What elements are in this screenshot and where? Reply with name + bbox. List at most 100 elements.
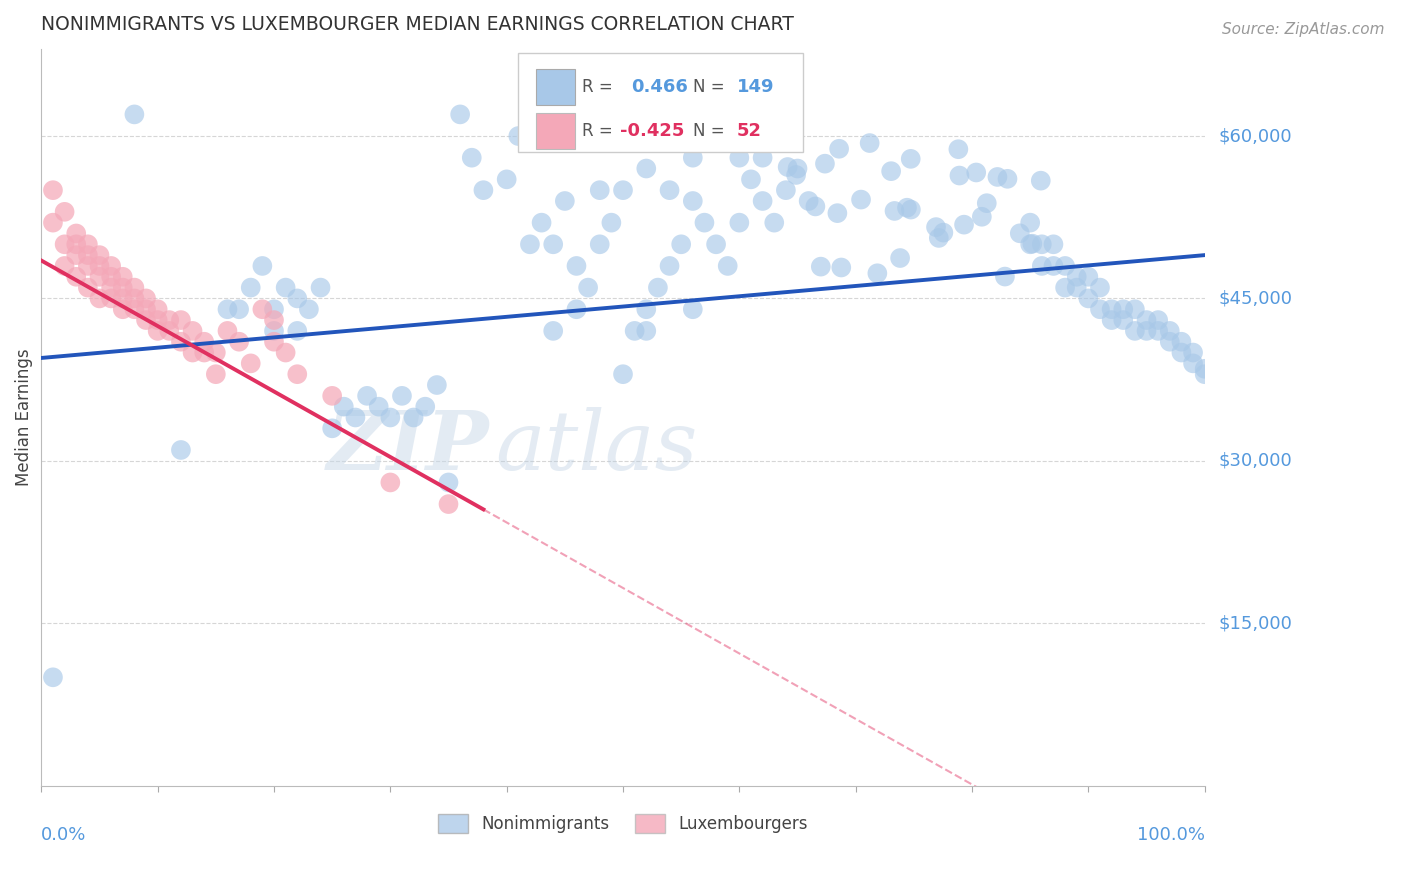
Point (866, 266, 889, 280)
Point (76, 248, 98, 262)
Point (600, 216, 623, 230)
Point (1182, 345, 1205, 359)
Point (124, 292, 146, 306)
Point (1088, 280, 1111, 294)
Point (775, 183, 797, 197)
Point (263, 302, 285, 317)
Point (170, 313, 193, 327)
Text: 100.0%: 100.0% (1136, 826, 1205, 844)
Point (53, 259, 76, 273)
Text: R =: R = (582, 78, 613, 95)
Point (658, 259, 681, 273)
Point (367, 400, 389, 414)
Text: ZIP: ZIP (326, 407, 489, 487)
Point (830, 260, 852, 275)
Point (413, 400, 436, 414)
Point (285, 368, 308, 382)
Point (693, 216, 716, 230)
Point (217, 324, 239, 338)
Point (1147, 324, 1170, 338)
Point (1182, 356, 1205, 370)
Point (89, 259, 111, 273)
Point (89, 292, 111, 306)
Point (1147, 313, 1170, 327)
Point (205, 368, 228, 382)
Point (889, 251, 911, 265)
Text: R =: R = (582, 122, 613, 140)
Point (925, 220, 948, 235)
Point (263, 324, 285, 338)
Point (53, 237, 76, 252)
Point (900, 152, 922, 166)
Point (42, 670, 65, 684)
Point (65, 269, 87, 284)
Point (157, 324, 180, 338)
Point (135, 292, 157, 306)
Point (100, 269, 122, 284)
Point (181, 324, 204, 338)
Point (1029, 174, 1052, 188)
Point (565, 302, 588, 317)
Text: $30,000: $30,000 (1219, 451, 1292, 470)
Point (763, 216, 786, 230)
Point (636, 161, 658, 176)
Point (530, 216, 553, 230)
Point (740, 172, 762, 186)
Point (814, 156, 837, 170)
Text: 149: 149 (737, 78, 775, 95)
Point (344, 410, 367, 425)
Point (472, 183, 495, 197)
Point (658, 183, 681, 197)
Point (565, 259, 588, 273)
Point (953, 218, 976, 232)
Text: $45,000: $45,000 (1219, 289, 1292, 308)
Point (65, 237, 87, 252)
Point (797, 194, 820, 208)
Point (717, 259, 740, 273)
Point (111, 302, 134, 317)
FancyBboxPatch shape (536, 69, 575, 104)
Text: $15,000: $15,000 (1219, 615, 1292, 632)
Point (111, 280, 134, 294)
Text: $60,000: $60,000 (1219, 127, 1292, 145)
Point (896, 201, 918, 215)
Point (828, 142, 851, 156)
Point (437, 497, 460, 511)
Point (541, 237, 564, 252)
Point (285, 292, 308, 306)
Point (437, 475, 460, 490)
Point (1159, 334, 1181, 349)
Point (1054, 259, 1077, 273)
Point (612, 368, 634, 382)
Point (612, 183, 634, 197)
Point (1112, 313, 1135, 327)
Point (682, 151, 704, 165)
Point (76, 237, 98, 252)
Point (785, 168, 807, 182)
Text: N =: N = (693, 122, 724, 140)
Legend: Nonimmigrants, Luxembourgers: Nonimmigrants, Luxembourgers (432, 808, 814, 839)
Point (205, 345, 228, 359)
Point (100, 280, 122, 294)
Text: Source: ZipAtlas.com: Source: ZipAtlas.com (1222, 22, 1385, 37)
Point (285, 324, 308, 338)
Text: -0.425: -0.425 (620, 122, 683, 140)
Point (274, 345, 297, 359)
Point (181, 345, 204, 359)
Point (124, 107, 146, 121)
Point (647, 280, 669, 294)
Point (1170, 345, 1192, 359)
Point (42, 216, 65, 230)
Point (217, 302, 239, 317)
Point (298, 302, 321, 317)
Point (170, 442, 193, 457)
Point (157, 313, 180, 327)
Point (623, 324, 645, 338)
Text: 0.466: 0.466 (631, 78, 688, 95)
Point (932, 226, 955, 240)
Point (146, 302, 169, 317)
Point (636, 302, 658, 317)
Point (804, 199, 827, 213)
Point (449, 107, 471, 121)
Point (704, 129, 727, 144)
